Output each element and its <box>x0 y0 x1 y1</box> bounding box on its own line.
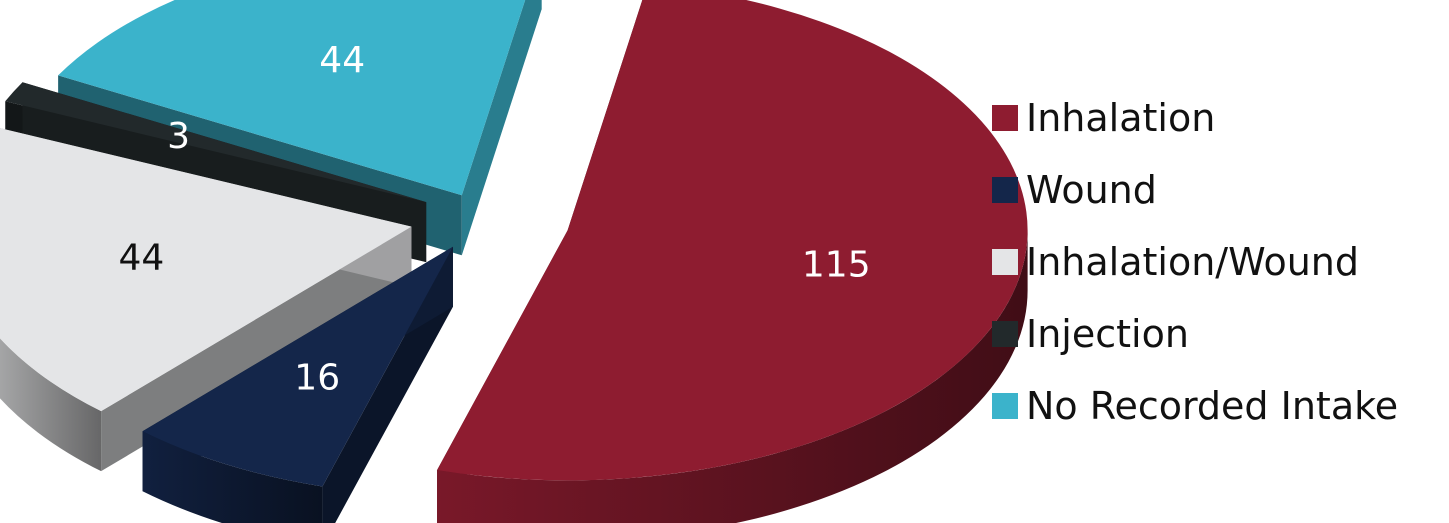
chart-legend: Inhalation Wound Inhalation/Wound Injection… <box>992 82 1398 442</box>
data-label: 44 <box>319 40 365 81</box>
slice-wall <box>461 0 542 256</box>
legend-label: Inhalation <box>1026 96 1216 140</box>
slice-side <box>0 338 102 472</box>
legend-label: Injection <box>1026 312 1189 356</box>
data-label: 44 <box>119 238 165 279</box>
legend-label: Inhalation/Wound <box>1026 240 1359 284</box>
slice-top-injection <box>5 82 427 203</box>
legend-item: Inhalation/Wound <box>992 226 1398 298</box>
slice-side <box>142 431 323 523</box>
legend-item: No Recorded Intake <box>992 370 1398 442</box>
data-label: 3 <box>167 116 190 157</box>
legend-label: Wound <box>1026 168 1157 212</box>
slice-top-no-recorded-intake <box>58 0 526 196</box>
legend-item: Inhalation <box>992 82 1398 154</box>
legend-item: Wound <box>992 154 1398 226</box>
legend-label: No Recorded Intake <box>1026 384 1399 428</box>
slice-top-inhalation-wound <box>0 128 412 412</box>
legend-item: Injection <box>992 298 1398 370</box>
slice-top-inhalation <box>437 0 1028 481</box>
legend-swatch <box>992 393 1018 419</box>
data-label: 16 <box>294 357 340 398</box>
legend-swatch <box>992 177 1018 203</box>
slice-top-wound <box>142 246 453 487</box>
legend-swatch <box>992 105 1018 131</box>
data-label: 115 <box>802 245 871 286</box>
slice-side <box>437 230 1028 523</box>
legend-swatch <box>992 321 1018 347</box>
legend-swatch <box>992 249 1018 275</box>
